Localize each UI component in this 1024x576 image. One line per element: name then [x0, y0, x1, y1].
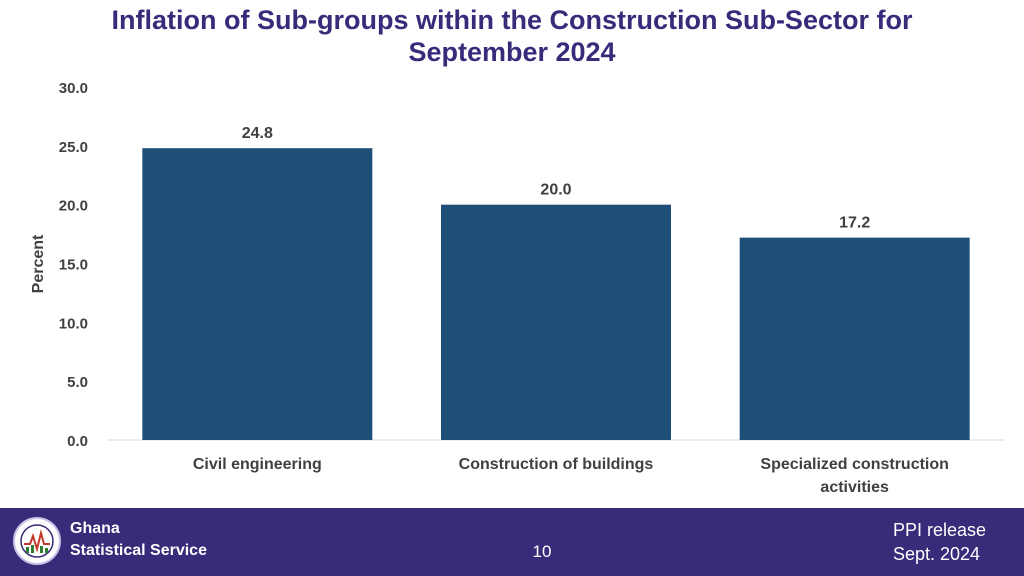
chart-title-line-2: September 2024	[408, 37, 616, 67]
bar	[142, 148, 373, 441]
ghana-statistical-service-logo	[13, 517, 61, 565]
bar	[739, 237, 970, 440]
y-tick-label: 15.0	[59, 257, 88, 274]
organization-name-line-1: Ghana	[70, 520, 120, 537]
x-tick-label: activities	[820, 479, 889, 496]
release-name: PPI release	[892, 520, 986, 540]
x-tick-label: Civil engineering	[193, 456, 322, 473]
bar	[441, 204, 671, 440]
organization-name: Ghana Statistical Service	[70, 518, 207, 562]
release-date: Sept. 2024	[892, 544, 981, 564]
y-tick-label: 30.0	[59, 80, 88, 97]
page-number: 10	[532, 542, 552, 561]
x-tick-label: Construction of buildings	[459, 456, 654, 473]
y-tick-label: 10.0	[59, 315, 88, 332]
y-axis-label: Percent	[30, 234, 47, 293]
footer-bar: Ghana Statistical Service 10 PPI release…	[0, 508, 1024, 576]
chart-title: Inflation of Sub-groups within the Const…	[0, 4, 1024, 68]
data-label: 24.8	[242, 125, 273, 142]
y-tick-label: 20.0	[59, 198, 88, 215]
y-tick-label: 5.0	[67, 374, 88, 391]
y-tick-label: 0.0	[67, 433, 88, 450]
chart-title-line-1: Inflation of Sub-groups within the Const…	[111, 5, 913, 35]
organization-name-line-2: Statistical Service	[70, 542, 207, 559]
release-info: PPI release Sept. 2024	[893, 518, 986, 566]
x-tick-label: Specialized construction	[760, 456, 948, 473]
bar-chart: 0.0 5.0 10.0 15.0 20.0 25.0 30.0 Percent 24.8 Civ…	[30, 80, 1004, 496]
data-label: 20.0	[540, 182, 571, 199]
y-tick-label: 25.0	[59, 139, 88, 156]
data-label: 17.2	[839, 215, 870, 232]
